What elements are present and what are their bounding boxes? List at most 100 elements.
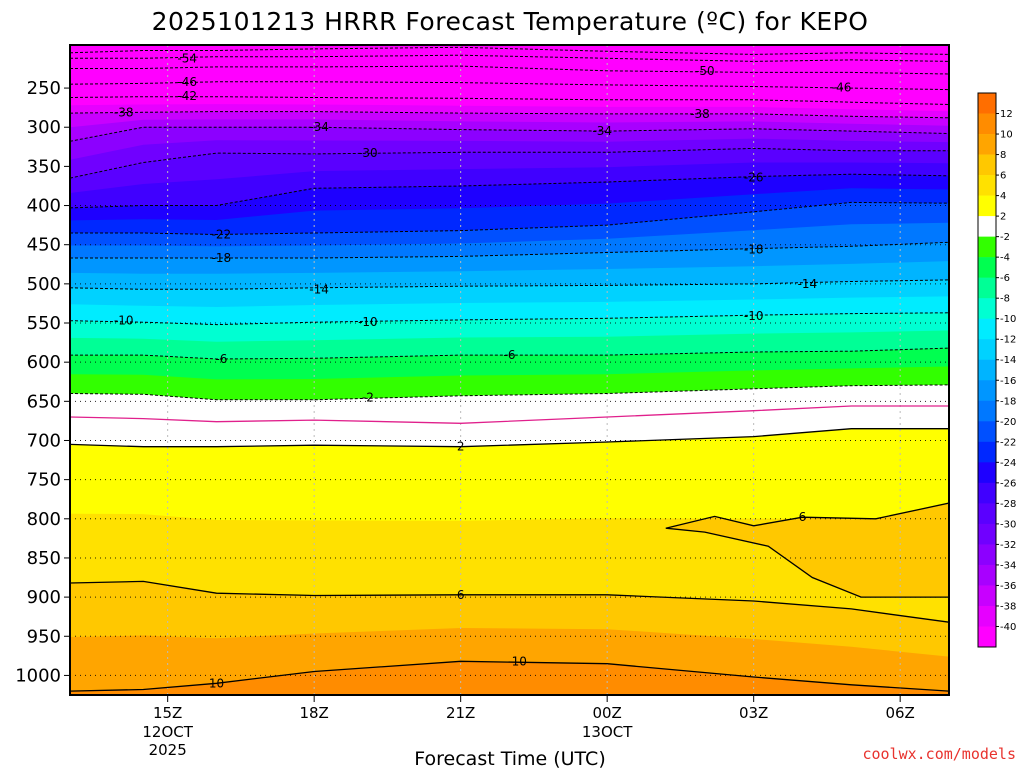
colorbar-label: -34 — [1000, 560, 1016, 571]
colorbar-swatch — [978, 441, 996, 463]
isotherm--30 — [70, 147, 949, 179]
contour-label-dashed: -34 — [592, 124, 612, 138]
colorbar-label: -6 — [1000, 273, 1010, 284]
contour-label-dashed: -10 — [744, 309, 764, 323]
x-tick-label: 21Z — [446, 704, 475, 722]
contour-label-text: -30 — [358, 146, 378, 160]
isotherm--58 — [70, 46, 949, 55]
colorbar-label: 6 — [1000, 171, 1006, 182]
isotherm--34 — [70, 126, 949, 142]
x-tick-label: 15Z — [153, 704, 182, 722]
colorbar-label: -12 — [1000, 335, 1016, 346]
x-tick-sublabel: 13OCT — [582, 723, 633, 741]
y-tick-label: 850 — [27, 548, 61, 569]
contour-label-solid: 10 — [512, 654, 527, 668]
colorbar-swatch — [978, 605, 996, 627]
colorbar-legend: 12 10 8 6 4 2 -2 -4 -6 -8 -10 -12 -14 -16 -18 -20 -22 -24… — [977, 92, 1016, 648]
contour-label-dashed: -38 — [690, 107, 710, 121]
isotherm--22 — [70, 201, 949, 236]
colorbar-label: 8 — [1000, 150, 1006, 161]
colorbar-frame — [977, 92, 997, 648]
fill-band-14 — [70, 711, 949, 715]
contour-label-text: 2 — [457, 440, 465, 454]
contour-label-dashed: -14 — [309, 282, 329, 296]
contour-label-text: -34 — [309, 120, 329, 134]
contour-labels: -54-50-46 -46-42-38 -38-34 -34-30-26-22-18-… — [114, 51, 851, 690]
warm-pocket-contour — [665, 502, 949, 598]
plot-frame — [69, 44, 950, 696]
contour-label-solid: 6 — [799, 510, 807, 524]
contour-label-text: 6 — [457, 588, 465, 602]
credit-link[interactable]: coolwx.com/models — [862, 745, 1016, 763]
contour-label-text: -10 — [358, 315, 378, 329]
contour-label-text: -46 — [177, 75, 197, 89]
y-tick-label: 700 — [27, 430, 61, 451]
y-tick-label: 450 — [27, 235, 61, 256]
x-tick-label: 18Z — [299, 704, 328, 722]
isotherm--18 — [70, 241, 949, 259]
contour-label-dashed: -38 — [114, 105, 134, 119]
x-tick-label: 06Z — [885, 704, 914, 722]
y-tick-label: 300 — [27, 117, 61, 138]
isotherm--42 — [70, 96, 949, 105]
colorbar-swatch — [978, 400, 996, 422]
isotherm-2 — [70, 428, 949, 448]
colorbar-swatch — [978, 154, 996, 176]
contour-label-text: 10 — [209, 676, 224, 690]
contour-label-dashed: -34 — [309, 120, 329, 134]
y-tick-label: 400 — [27, 196, 61, 217]
colorbar-swatch — [978, 585, 996, 607]
isotherm--46 — [70, 81, 949, 91]
contour-label-dashed: -14 — [798, 277, 818, 291]
colorbar-swatch — [978, 236, 996, 258]
contour-label-dashed: -18 — [212, 251, 232, 265]
y-tick-label: 350 — [27, 156, 61, 177]
y-tick-label: 950 — [27, 626, 61, 647]
contour-label-text: -10 — [114, 314, 134, 328]
colorbar-label: -18 — [1000, 396, 1016, 407]
colorbar-swatch — [978, 339, 996, 361]
colorbar-label: -30 — [1000, 519, 1016, 530]
contour-label-dashed: -54 — [177, 51, 197, 65]
colorbar-label: -10 — [1000, 314, 1016, 325]
isotherm--10 — [70, 312, 949, 326]
y-tick-label: 750 — [27, 470, 61, 491]
contour-label-dashed: -18 — [744, 242, 764, 256]
chart-title: 2025101213 HRRR Forecast Temperature (ºC… — [152, 7, 869, 36]
contour-label-dashed: -6 — [215, 352, 227, 366]
isotherm-10 — [70, 660, 949, 692]
x-tick-label: 03Z — [739, 704, 768, 722]
y-tick-label: 500 — [27, 274, 61, 295]
freezing-line — [70, 405, 949, 424]
plot-area — [70, 45, 949, 715]
y-tick-label: 650 — [27, 391, 61, 412]
colorbar-label: -20 — [1000, 417, 1016, 428]
colorbar-swatch — [978, 277, 996, 299]
colorbar-label: -14 — [1000, 355, 1016, 366]
isotherm-6 — [70, 580, 949, 623]
contour-label-text: -14 — [309, 282, 329, 296]
contour-label-text: -38 — [114, 105, 134, 119]
contour-label-text: -22 — [212, 228, 232, 242]
colorbar-label: -26 — [1000, 478, 1016, 489]
colorbar-label: -32 — [1000, 540, 1016, 551]
colorbar-label: -16 — [1000, 376, 1016, 387]
contour-label-text: -54 — [177, 51, 197, 65]
contour-label-text: -42 — [177, 89, 197, 103]
contour-label-dashed: -50 — [695, 64, 715, 78]
colorbar-swatch — [978, 175, 996, 196]
isotherm--54 — [70, 54, 949, 62]
colorbar-label: -40 — [1000, 622, 1016, 633]
x-tick-sublabel: 12OCT — [142, 723, 193, 741]
fill-band-12 — [456, 694, 478, 695]
colorbar-swatch — [978, 564, 996, 586]
colorbar-label: -4 — [1000, 253, 1010, 264]
isotherm-contours — [70, 46, 949, 692]
x-axis-label: Forecast Time (UTC) — [414, 748, 605, 768]
y-tick-label: 250 — [27, 78, 61, 99]
colorbar-swatch — [978, 93, 996, 114]
contour-label-dashed: -10 — [358, 315, 378, 329]
contour-label-text: -34 — [592, 124, 612, 138]
contour-label-dashed: -26 — [744, 170, 764, 184]
